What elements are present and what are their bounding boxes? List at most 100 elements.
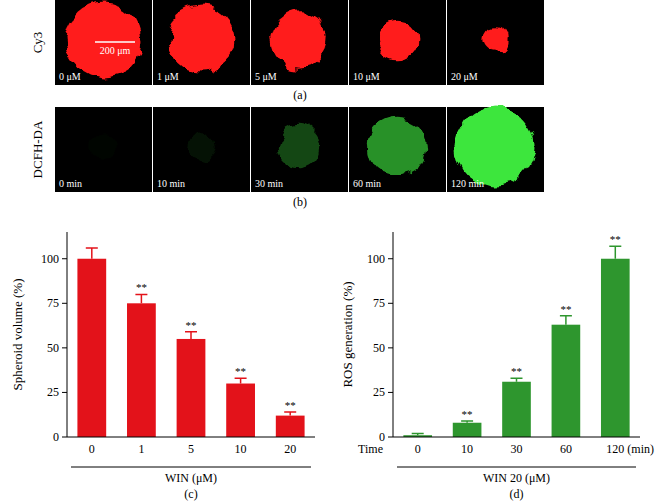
significance-label: **	[136, 281, 147, 293]
frame-label: 60 min	[353, 178, 381, 189]
y-tick	[388, 303, 393, 304]
bar	[77, 259, 106, 437]
marks	[403, 246, 629, 437]
image-panel: Cy3 0 μM 200 μm 1 μM 5 μM 10 μM 20 μM (a)	[30, 0, 544, 102]
y-tick	[62, 303, 67, 304]
image-frame	[251, 0, 348, 85]
image-frame	[251, 107, 348, 192]
y-tick-label: 75	[373, 296, 385, 310]
error-bar	[560, 316, 572, 325]
frame-label: 10 μM	[353, 71, 380, 82]
significance-label: **	[235, 365, 246, 377]
image-frame	[55, 0, 152, 85]
error-bar	[461, 421, 473, 423]
significance-label: **	[285, 399, 296, 411]
y-tick-label: 50	[373, 341, 385, 355]
y-tick-label: 50	[47, 341, 59, 355]
y-tick-label: 0	[53, 430, 59, 444]
frame-label: 0 μM	[59, 71, 81, 82]
frame-label: 0 min	[59, 178, 82, 189]
y-axis	[67, 232, 68, 437]
y-tick	[388, 258, 393, 259]
frame-label: 120 min	[451, 178, 484, 189]
image-frame	[447, 0, 544, 85]
error-bar	[135, 294, 147, 303]
bar	[177, 339, 206, 437]
y-axis-label: Spheroid volume (%)	[10, 279, 25, 391]
panel-label: (a)	[293, 88, 306, 102]
x-tick-label: 1	[138, 442, 144, 456]
spheroid	[456, 107, 536, 187]
y-tick-label: 25	[47, 385, 59, 399]
error-bar	[284, 412, 296, 416]
y-tick	[62, 437, 67, 438]
x-tick-label: 20	[284, 442, 296, 456]
y-tick-label: 75	[47, 296, 59, 310]
error-bar	[511, 378, 523, 382]
y-tick	[388, 437, 393, 438]
panel-label: (b)	[293, 195, 307, 209]
y-axis-label: ROS generation (%)	[340, 281, 355, 387]
frame-label: 20 μM	[451, 71, 478, 82]
y-tick	[388, 392, 393, 393]
bar	[453, 423, 482, 437]
x-axis	[67, 437, 315, 438]
panel-label: (d)	[510, 487, 524, 501]
x-tick-label: 120	[606, 442, 624, 456]
image-frame	[349, 0, 446, 85]
channel-label: DCFH-DA	[30, 120, 45, 178]
image-frame	[55, 107, 152, 192]
image-frame	[153, 107, 250, 192]
spheroid	[66, 2, 142, 78]
spheroid	[187, 132, 215, 160]
group-bracket	[71, 467, 311, 468]
x-axis-label: WIN (μM)	[165, 471, 217, 485]
spheroid	[91, 134, 116, 159]
significance-label: **	[186, 319, 197, 331]
x-tick-label: 5	[188, 442, 194, 456]
x-tick-label: 60	[560, 442, 572, 456]
x-axis	[393, 437, 640, 438]
error-bar	[235, 378, 247, 383]
x-prefix-label: Time	[358, 442, 383, 456]
chart: ** ** ** ** 0 25 50 75 100 Spheroid volume (%) 0 1 5…	[10, 232, 315, 501]
y-tick	[62, 392, 67, 393]
bar	[552, 325, 581, 437]
scale-bar-label: 200 μm	[100, 45, 131, 56]
frame-label: 1 μM	[157, 71, 179, 82]
y-tick-label: 100	[41, 252, 59, 266]
y-tick-label: 100	[367, 252, 385, 266]
error-bar	[412, 433, 424, 435]
image-panel: DCFH-DA 0 min 10 min 30 min 60 min 120 min (b)	[30, 107, 544, 210]
x-unit-label: (min)	[627, 442, 654, 456]
spheroid	[482, 26, 508, 52]
y-axis	[393, 232, 394, 437]
error-bar	[185, 332, 197, 339]
frame-label: 30 min	[255, 178, 283, 189]
x-tick-label: 0	[89, 442, 95, 456]
bar	[601, 259, 630, 437]
y-tick-label: 25	[373, 385, 385, 399]
image-frame	[153, 0, 250, 85]
channel-label: Cy3	[30, 32, 45, 54]
x-tick-label: 30	[511, 442, 523, 456]
spheroid	[377, 19, 419, 61]
error-bar	[609, 246, 621, 258]
group-bracket	[397, 467, 636, 468]
bar	[226, 384, 255, 437]
image-frame	[447, 107, 544, 192]
spheroid	[169, 7, 235, 73]
x-tick-label: 10	[235, 442, 247, 456]
frame-label: 5 μM	[255, 71, 277, 82]
image-frame	[349, 107, 446, 192]
x-axis-label: WIN 20 (μM)	[483, 471, 550, 485]
figure: Cy3 0 μM 200 μm 1 μM 5 μM 10 μM 20 μM (a) DCFH-D…	[0, 0, 656, 502]
y-tick	[388, 347, 393, 348]
x-tick-label: 0	[415, 442, 421, 456]
chart: ********0255075100ROS generation (%)0103…	[340, 232, 654, 501]
significance-label: **	[610, 233, 621, 245]
frame-label: 10 min	[157, 178, 185, 189]
x-tick-label: 10	[461, 442, 473, 456]
spheroid	[271, 11, 327, 67]
scale-bar	[95, 41, 135, 43]
